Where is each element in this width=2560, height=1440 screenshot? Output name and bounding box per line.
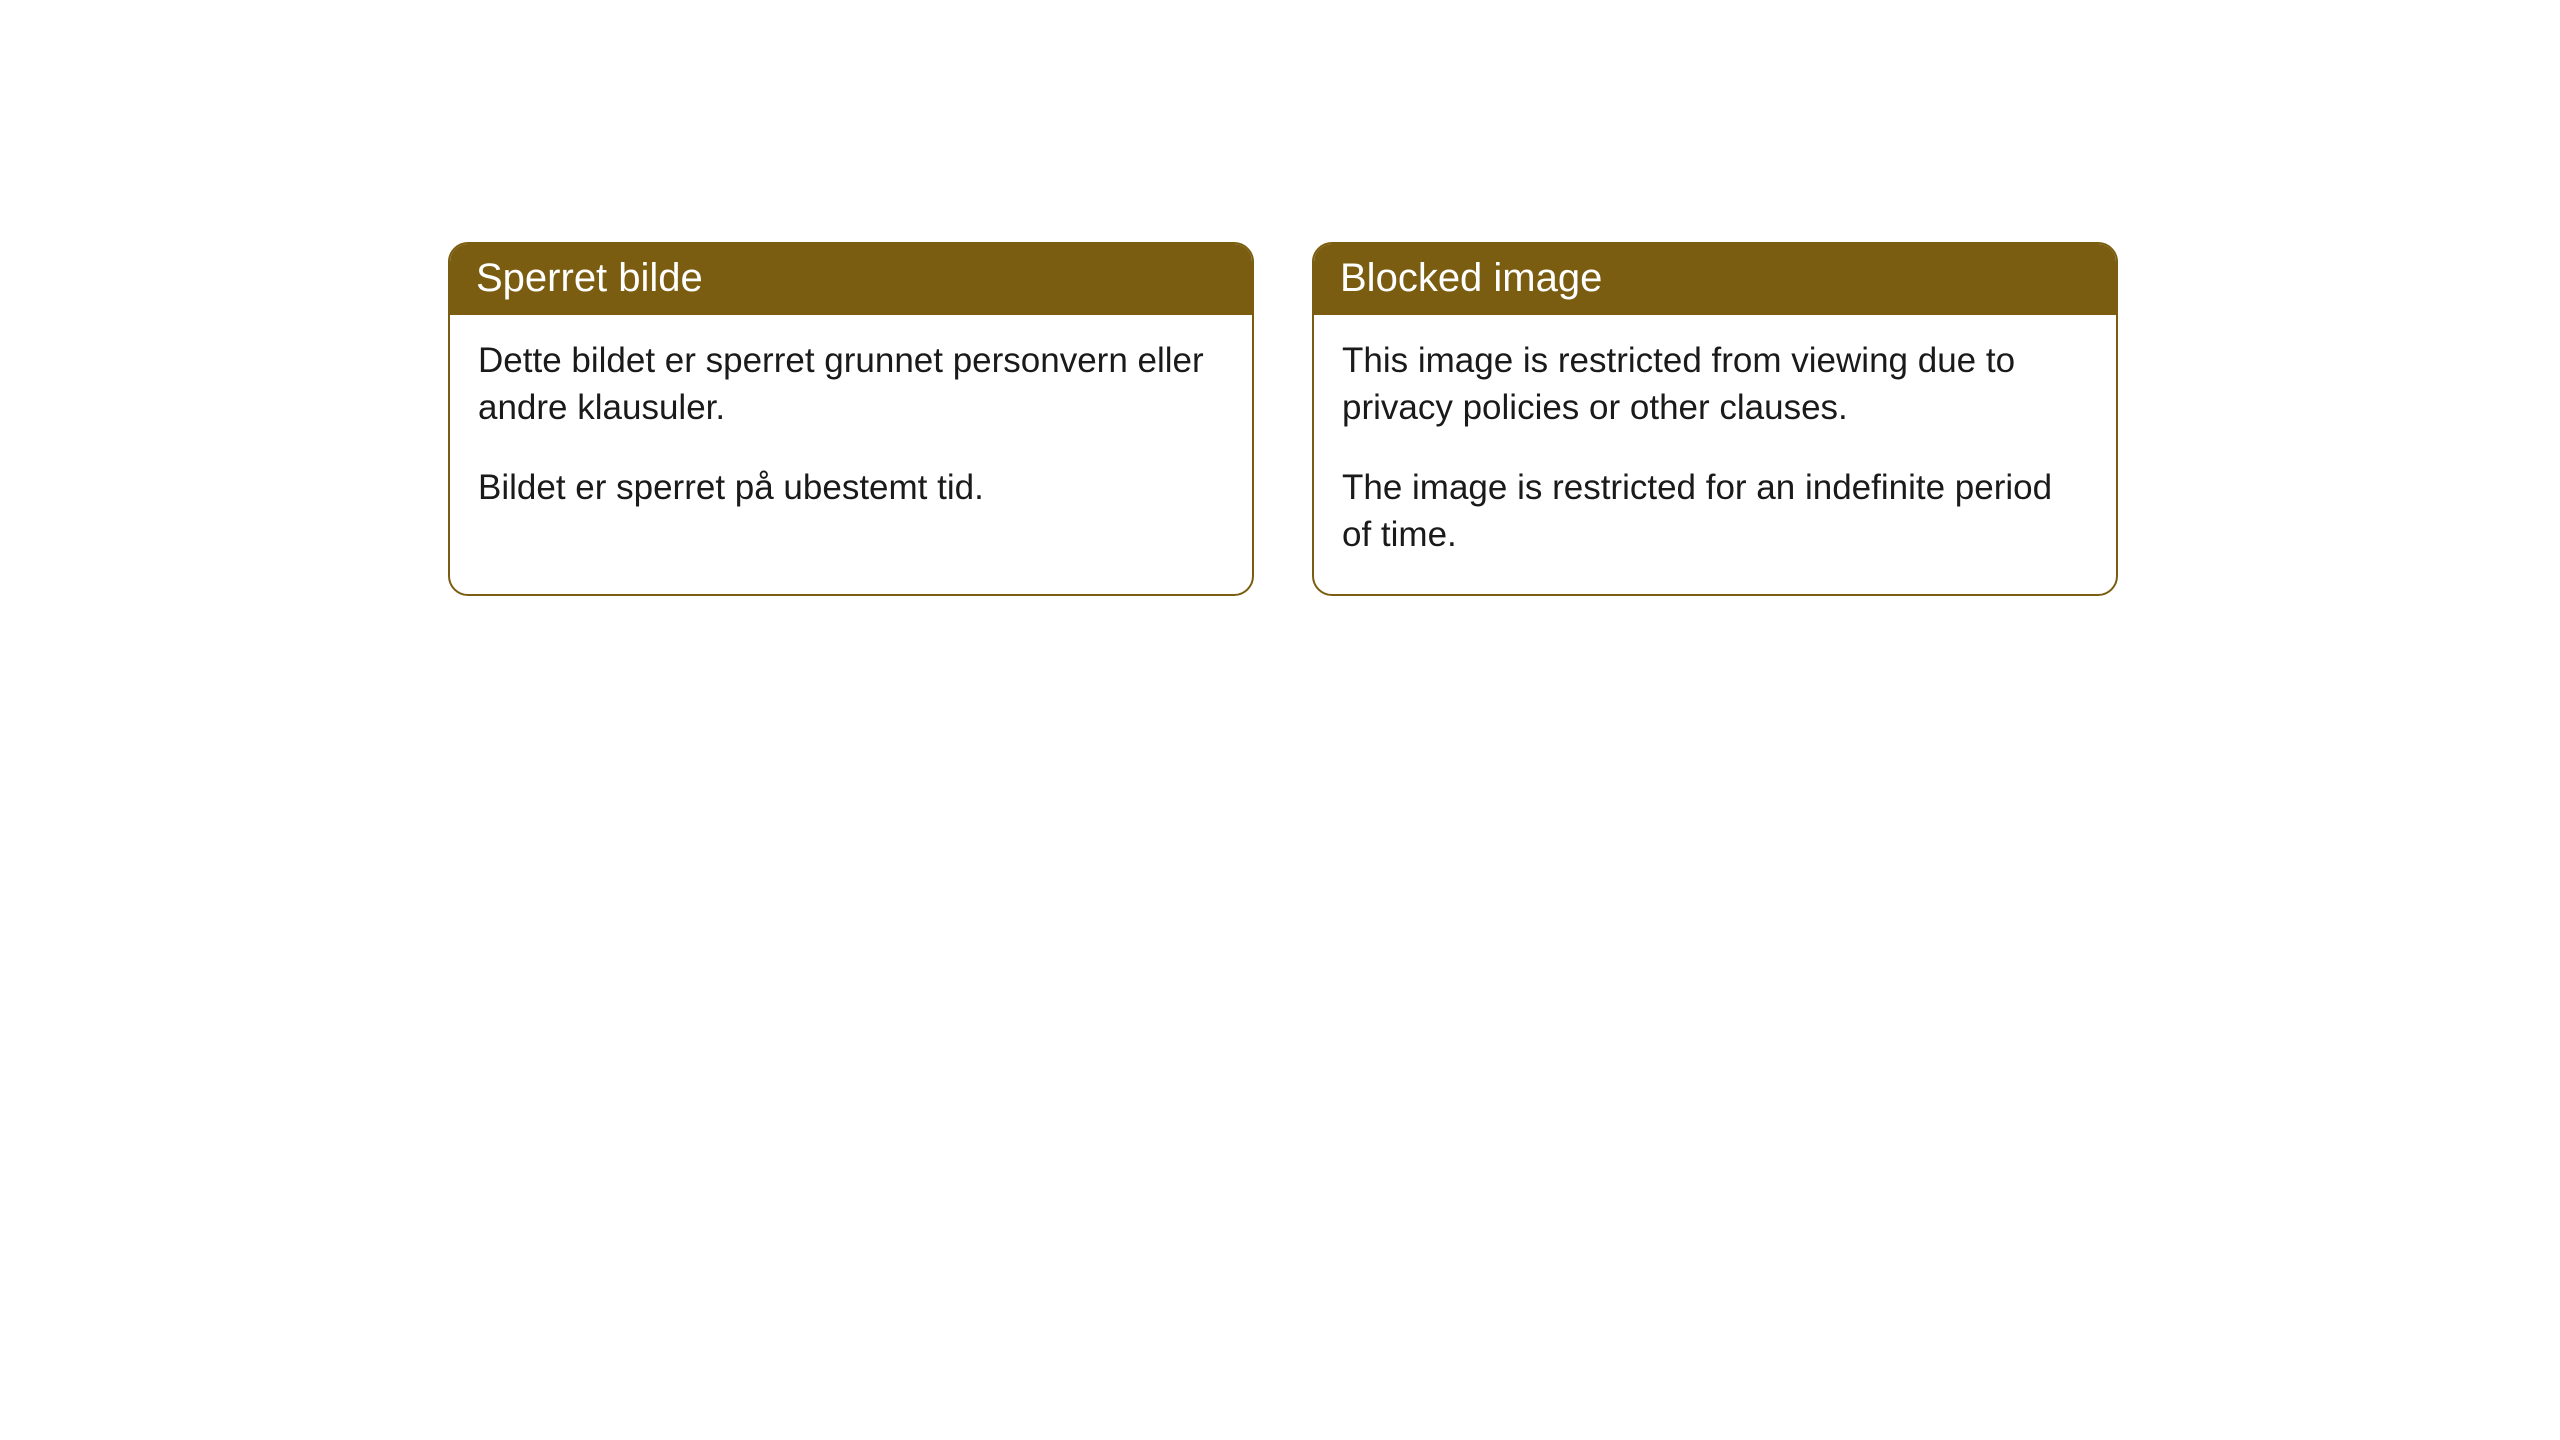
card-body: Dette bildet er sperret grunnet personve… [450,315,1252,547]
card-paragraph-1: This image is restricted from viewing du… [1342,337,2088,432]
notice-card-norwegian: Sperret bilde Dette bildet er sperret gr… [448,242,1254,596]
card-paragraph-1: Dette bildet er sperret grunnet personve… [478,337,1224,432]
card-title: Sperret bilde [476,256,703,300]
notice-container: Sperret bilde Dette bildet er sperret gr… [0,0,2560,596]
card-paragraph-2: The image is restricted for an indefinit… [1342,464,2088,559]
card-title: Blocked image [1340,256,1602,300]
card-paragraph-2: Bildet er sperret på ubestemt tid. [478,464,1224,511]
card-body: This image is restricted from viewing du… [1314,315,2116,594]
card-header: Blocked image [1314,244,2116,315]
notice-card-english: Blocked image This image is restricted f… [1312,242,2118,596]
card-header: Sperret bilde [450,244,1252,315]
